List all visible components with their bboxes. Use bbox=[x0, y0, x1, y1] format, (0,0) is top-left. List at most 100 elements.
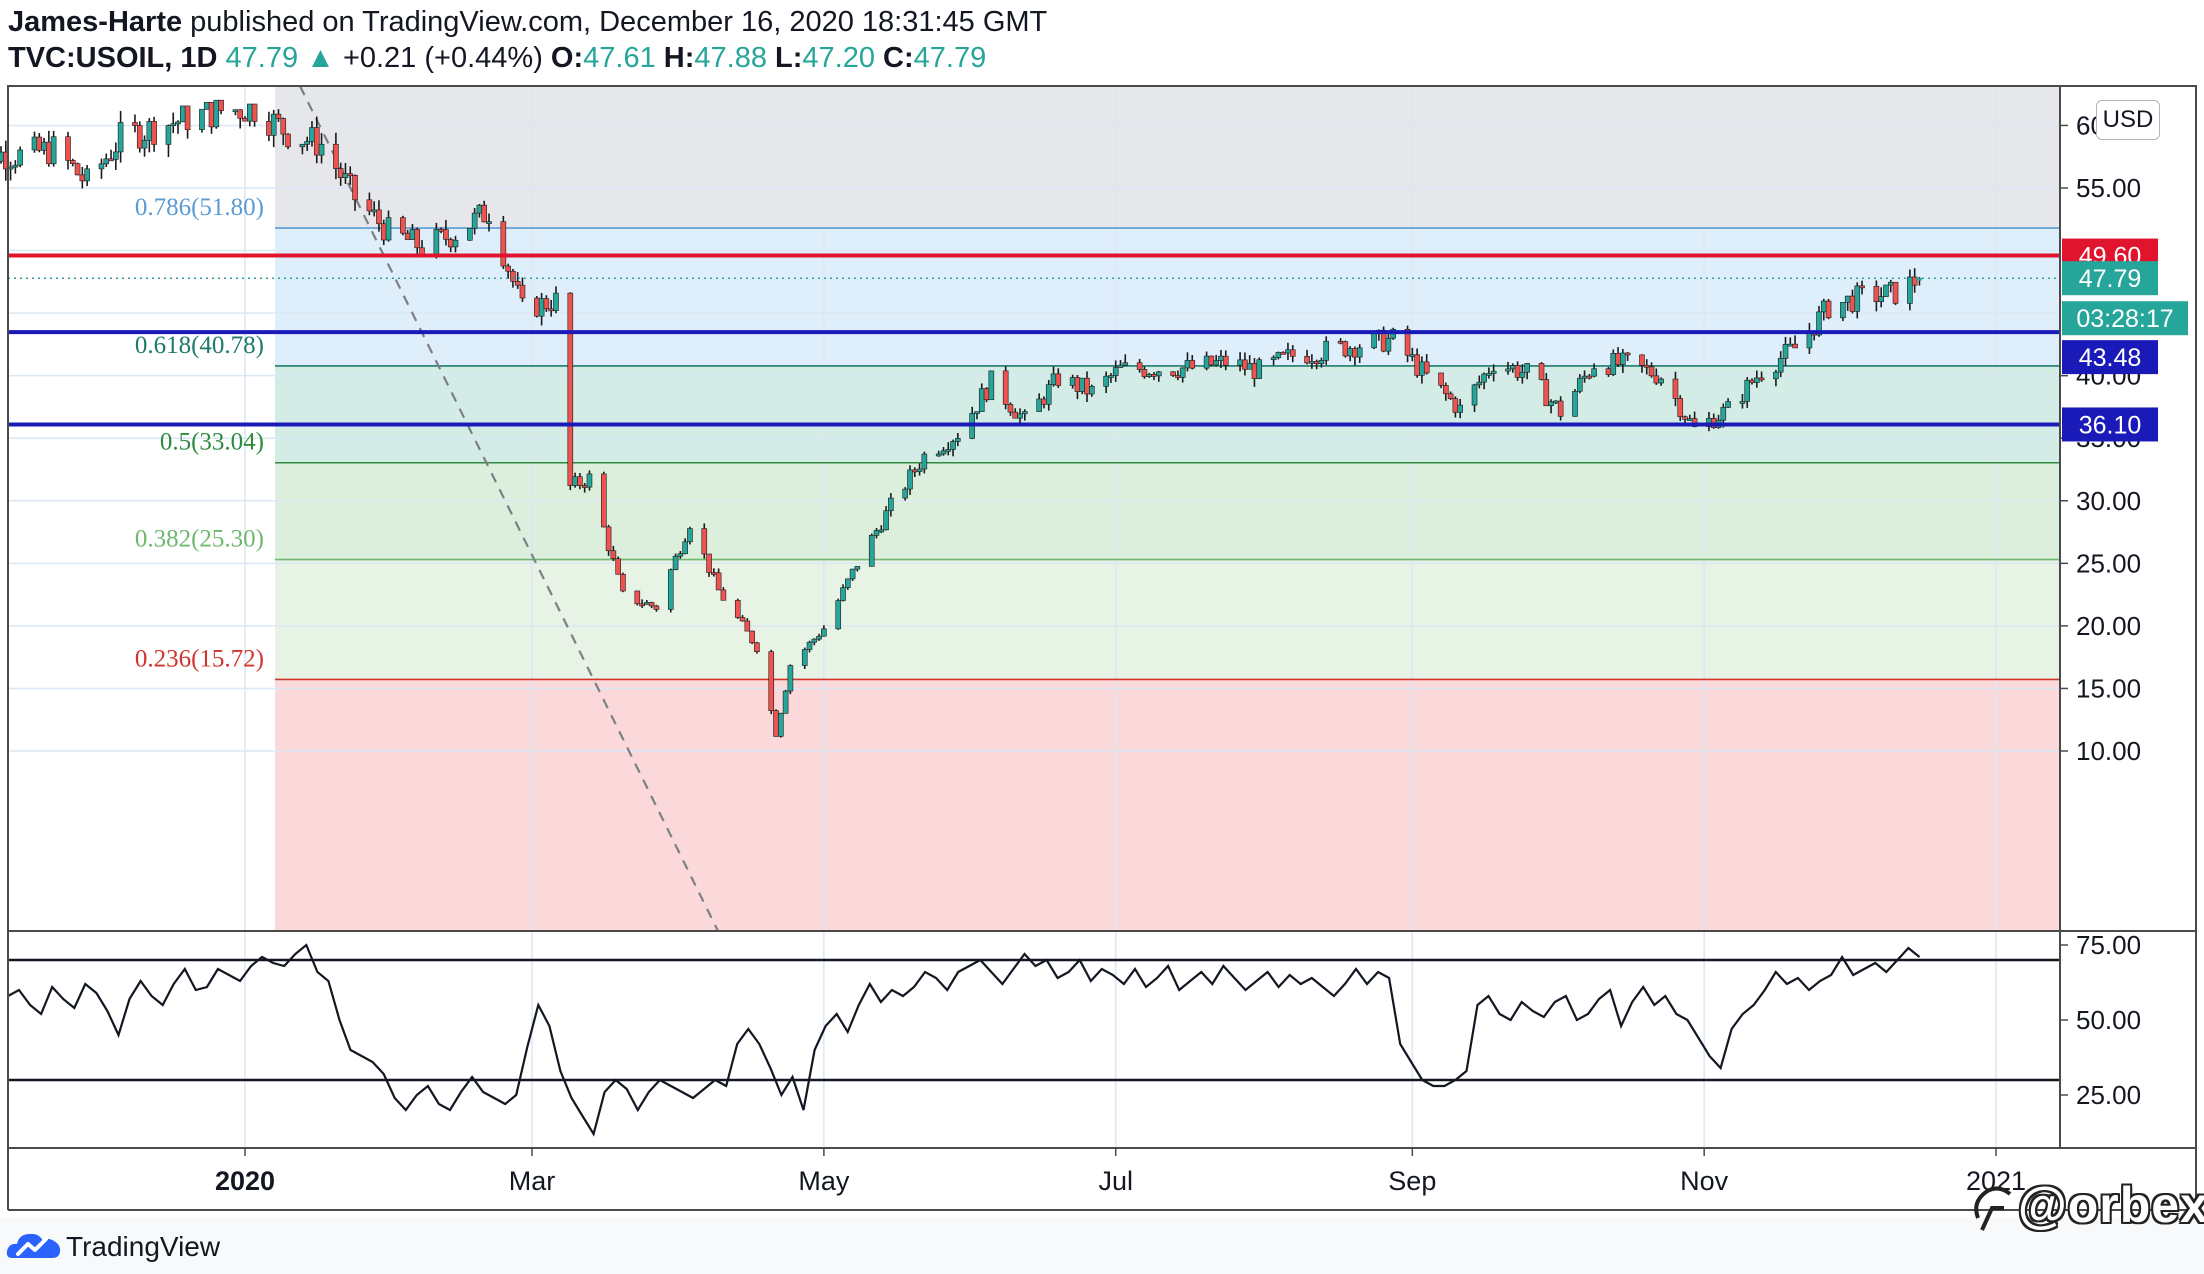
candle-up bbox=[1203, 355, 1210, 369]
candle-down bbox=[715, 572, 722, 591]
candle-up bbox=[1572, 391, 1578, 417]
candle-up bbox=[840, 587, 846, 601]
candle-down bbox=[534, 297, 540, 317]
candle-down bbox=[136, 125, 143, 149]
candle-up bbox=[553, 292, 559, 311]
time-axis[interactable]: 2020 Mar May Jul Sep Nov 2021 bbox=[215, 1148, 2026, 1196]
candle-up bbox=[1112, 367, 1119, 376]
candle-down bbox=[1639, 354, 1645, 366]
candle-up bbox=[141, 140, 148, 149]
candle-down bbox=[1414, 354, 1420, 376]
candle-down bbox=[1438, 372, 1444, 386]
candle-up bbox=[1088, 385, 1095, 395]
time-tick-label: Nov bbox=[1680, 1166, 1729, 1196]
candle-down bbox=[1873, 285, 1880, 302]
fib-level-label: 0.5(33.04) bbox=[160, 429, 264, 456]
candle-up bbox=[1753, 377, 1760, 383]
candle-up bbox=[371, 209, 377, 213]
candle-down bbox=[1242, 359, 1248, 370]
candle-up bbox=[299, 143, 306, 148]
candle-down bbox=[266, 121, 272, 136]
candle-down bbox=[1342, 341, 1349, 357]
candle-down bbox=[1892, 281, 1899, 304]
candle-down bbox=[208, 102, 215, 128]
fib-zone-top bbox=[275, 86, 2060, 229]
candle-down bbox=[505, 265, 511, 272]
candle-up bbox=[1725, 401, 1731, 408]
horizontal-levels[interactable] bbox=[8, 253, 2060, 427]
currency-button[interactable]: USD bbox=[2096, 100, 2160, 140]
time-tick-label: Mar bbox=[509, 1166, 556, 1196]
candle-down bbox=[218, 99, 224, 111]
candle-up bbox=[1122, 362, 1129, 366]
candle-up bbox=[1581, 375, 1588, 379]
candle-up bbox=[1256, 359, 1263, 379]
candle-up bbox=[1476, 381, 1483, 386]
candle-down bbox=[419, 247, 425, 255]
candle-up bbox=[385, 217, 392, 241]
candle-down bbox=[1443, 385, 1449, 395]
candle-down bbox=[443, 229, 449, 240]
candle-down bbox=[333, 143, 339, 169]
candle-down bbox=[1041, 398, 1047, 405]
candle-down bbox=[1208, 355, 1215, 366]
candle-down bbox=[500, 221, 507, 267]
candle-up bbox=[1069, 377, 1076, 386]
change-arrow-icon: ▲ bbox=[306, 42, 335, 74]
chart-frame bbox=[7, 85, 2197, 1211]
candle-up bbox=[1610, 353, 1617, 375]
dashed-trend-line[interactable] bbox=[299, 85, 719, 932]
candle-up bbox=[1553, 400, 1559, 404]
candle-up bbox=[806, 641, 813, 650]
candle-up bbox=[1840, 302, 1846, 319]
candle-down bbox=[1615, 353, 1621, 365]
candle-down bbox=[1557, 400, 1564, 417]
candle-up bbox=[682, 541, 688, 555]
candle-down bbox=[567, 292, 574, 486]
trend-line[interactable] bbox=[299, 85, 719, 932]
candle-down bbox=[720, 589, 727, 601]
candle-down bbox=[1222, 355, 1229, 366]
tradingview-cloud-icon[interactable] bbox=[6, 1228, 62, 1262]
candle-down bbox=[634, 590, 641, 605]
candle-up bbox=[213, 99, 220, 128]
support-36-price-tag-bg bbox=[2062, 407, 2158, 442]
price-tick-label: 20.00 bbox=[2076, 611, 2141, 641]
candle-up bbox=[203, 102, 210, 110]
tradingview-brand[interactable]: TradingView bbox=[66, 1231, 221, 1262]
candle-down bbox=[1653, 375, 1660, 384]
candle-up bbox=[31, 136, 38, 151]
candle-down bbox=[744, 620, 751, 632]
last-price-value: 47.79 bbox=[225, 42, 299, 74]
candle-up bbox=[1045, 384, 1052, 405]
candle-down bbox=[1189, 360, 1196, 369]
candle-down bbox=[754, 642, 760, 653]
candle-up bbox=[1744, 379, 1751, 402]
candle-down bbox=[65, 136, 71, 161]
candle-up bbox=[113, 151, 119, 160]
candle-up bbox=[801, 649, 808, 666]
candle-up bbox=[1318, 359, 1325, 365]
candle-up bbox=[883, 510, 889, 531]
price-axis[interactable]: 6055.0040.0035.0030.0025.0020.0015.0010.… bbox=[2060, 110, 2141, 1110]
candle-down bbox=[404, 232, 411, 240]
candle-up bbox=[687, 528, 693, 543]
candle-up bbox=[1419, 361, 1425, 376]
candle-down bbox=[701, 528, 708, 555]
symbol-name[interactable]: TVC:USOIL, 1D bbox=[8, 42, 218, 74]
candle-up bbox=[644, 602, 650, 605]
candle-up bbox=[342, 173, 349, 178]
candle-down bbox=[1447, 393, 1454, 399]
candle-down bbox=[1538, 363, 1545, 380]
candle-up bbox=[1620, 352, 1626, 365]
author-name[interactable]: James-Harte bbox=[8, 6, 183, 38]
candle-down bbox=[739, 617, 746, 622]
candle-down bbox=[1672, 378, 1679, 399]
candle-up bbox=[1146, 374, 1153, 377]
candle-down bbox=[69, 160, 76, 164]
candle-up bbox=[318, 143, 325, 156]
candle-down bbox=[237, 109, 244, 119]
candle-up bbox=[1246, 363, 1253, 370]
candle-down bbox=[251, 103, 258, 122]
